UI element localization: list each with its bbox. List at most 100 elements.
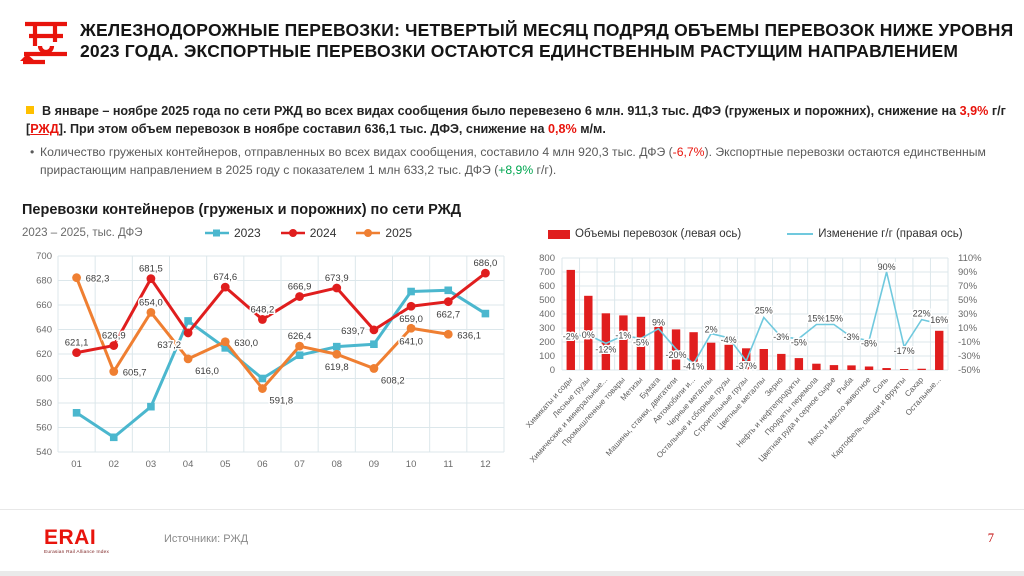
svg-text:700: 700 <box>539 267 555 278</box>
svg-text:540: 540 <box>36 447 52 458</box>
svg-text:636,1: 636,1 <box>457 330 481 341</box>
footer-divider <box>0 509 1024 510</box>
bar-15 <box>829 365 839 370</box>
legend-item-2025: 2025 <box>356 226 412 240</box>
text-segment: м/м. <box>576 121 606 136</box>
bar-chart: 0 100 200 300 400 500 600 700 800 110% 90% 70% 50% 30… <box>524 253 982 464</box>
bar-3 <box>619 315 628 370</box>
bar-4 <box>636 316 646 370</box>
svg-text:654,0: 654,0 <box>139 297 163 308</box>
erai-logo-subtext: Eurasian Rail Alliance Index <box>44 550 110 555</box>
svg-text:-8%: -8% <box>861 339 877 349</box>
svg-text:626,4: 626,4 <box>288 331 312 342</box>
svg-text:0%: 0% <box>582 330 595 340</box>
svg-text:10%: 10% <box>958 323 978 334</box>
svg-text:01: 01 <box>71 459 82 470</box>
text-segment: В январе – ноябре 2025 года по сети РЖД … <box>42 104 960 118</box>
legend-item-volumes: Объемы перевозок (левая ось) <box>548 228 741 240</box>
svg-text:05: 05 <box>220 459 231 470</box>
svg-text:-50%: -50% <box>958 365 981 376</box>
bar-8 <box>706 342 716 370</box>
svg-text:10: 10 <box>406 459 417 470</box>
legend-volumes-marker-icon <box>548 229 570 239</box>
svg-text:2%: 2% <box>705 325 718 335</box>
page-title: ЖЕЛЕЗНОДОРОЖНЫЕ ПЕРЕВОЗКИ: ЧЕТВЕРТЫЙ МЕС… <box>80 20 1014 62</box>
svg-text:-5%: -5% <box>633 338 649 348</box>
text-segment: г/г [ <box>26 104 1006 136</box>
line-chart-subtitle: 2023 – 2025, тыс. ДФЭ <box>22 227 143 239</box>
bar-19 <box>899 369 909 370</box>
svg-text:682,3: 682,3 <box>86 274 110 285</box>
rzd-link[interactable]: РЖД <box>30 121 59 136</box>
svg-text:608,2: 608,2 <box>381 375 405 386</box>
text-segment: -6,7% <box>672 145 705 159</box>
line-chart: 540 560 580 600 620 640 660 680 700 01 02 03 04 05 06 0… <box>36 251 505 470</box>
svg-text:641,0: 641,0 <box>399 336 423 347</box>
legend-volumes-label: Объемы перевозок (левая ось) <box>575 228 742 240</box>
svg-text:15%: 15% <box>825 314 843 324</box>
bullet-secondary-text: Количество груженых контейнеров, отправл… <box>40 145 986 177</box>
svg-text:-4%: -4% <box>721 335 737 345</box>
svg-text:616,0: 616,0 <box>195 366 219 377</box>
svg-text:110%: 110% <box>958 253 982 264</box>
svg-text:580: 580 <box>36 398 52 409</box>
page-number: 7 <box>987 531 994 545</box>
bar-14 <box>812 363 821 370</box>
bar-11 <box>759 349 768 370</box>
legend-item-2023: 2023 <box>205 226 261 240</box>
svg-text:681,5: 681,5 <box>139 264 163 275</box>
svg-text:100: 100 <box>539 351 555 362</box>
svg-text:-2%: -2% <box>563 331 579 341</box>
svg-text:621,1: 621,1 <box>65 338 89 349</box>
bar-21 <box>935 330 944 370</box>
svg-text:09: 09 <box>369 459 380 470</box>
bottom-strip <box>0 571 1024 576</box>
svg-text:630,0: 630,0 <box>234 338 258 349</box>
legend-yoy-marker-icon <box>787 233 814 235</box>
legend-yoy-label: Изменение г/г (правая ось) <box>818 228 963 240</box>
svg-text:02: 02 <box>108 459 119 470</box>
line-chart-value-labels: 682,3 605,7 654,0 616,0 630,0 591,8 626,4 619,8… <box>63 257 499 408</box>
svg-text:648,2: 648,2 <box>251 304 275 315</box>
bar-16 <box>847 365 856 370</box>
text-segment: ). Экспортные перевозки остаются единств… <box>40 145 986 177</box>
svg-text:200: 200 <box>539 337 555 348</box>
sources-label: Источники: РЖД <box>164 533 249 545</box>
svg-text:12: 12 <box>480 459 491 470</box>
bullet-secondary: • Количество груженых контейнеров, отправ… <box>30 144 1015 179</box>
svg-text:591,8: 591,8 <box>269 396 293 407</box>
svg-text:-3%: -3% <box>773 332 789 342</box>
line-chart-title: Перевозки контейнеров (груженых и порожн… <box>22 202 462 218</box>
svg-text:640: 640 <box>36 325 52 336</box>
bar-1 <box>584 295 593 370</box>
bar-18 <box>882 368 891 370</box>
svg-text:0: 0 <box>550 365 555 376</box>
erai-logo: ERAI Eurasian Rail Alliance Index <box>44 527 109 555</box>
bar-20 <box>917 368 926 370</box>
svg-text:660: 660 <box>36 300 52 311</box>
svg-text:600: 600 <box>539 281 555 292</box>
svg-text:50%: 50% <box>958 295 978 306</box>
series-2025 <box>72 273 453 393</box>
svg-text:637,2: 637,2 <box>157 340 181 351</box>
svg-text:605,7: 605,7 <box>123 368 147 379</box>
text-segment: Количество груженых контейнеров, отправл… <box>40 145 673 159</box>
svg-text:619,8: 619,8 <box>325 362 349 373</box>
text-segment: 0,8% <box>548 121 577 136</box>
svg-text:08: 08 <box>331 459 342 470</box>
svg-text:662,7: 662,7 <box>436 310 460 321</box>
svg-text:70%: 70% <box>958 281 978 292</box>
svg-text:560: 560 <box>36 423 52 434</box>
legend-2023-label: 2023 <box>234 226 261 240</box>
bar-17 <box>864 366 874 370</box>
svg-text:800: 800 <box>539 253 555 264</box>
bar-13 <box>794 358 804 370</box>
bullet-main: В январе – ноябре 2025 года по сети РЖД … <box>26 103 1006 138</box>
legend-2023-marker-icon <box>205 229 229 237</box>
bullet-square-icon <box>26 106 34 114</box>
svg-text:639,7: 639,7 <box>341 326 365 337</box>
bar-5 <box>654 321 663 370</box>
svg-text:-30%: -30% <box>958 351 981 362</box>
legend-item-2024: 2024 <box>280 226 336 240</box>
svg-text:90%: 90% <box>878 262 896 272</box>
